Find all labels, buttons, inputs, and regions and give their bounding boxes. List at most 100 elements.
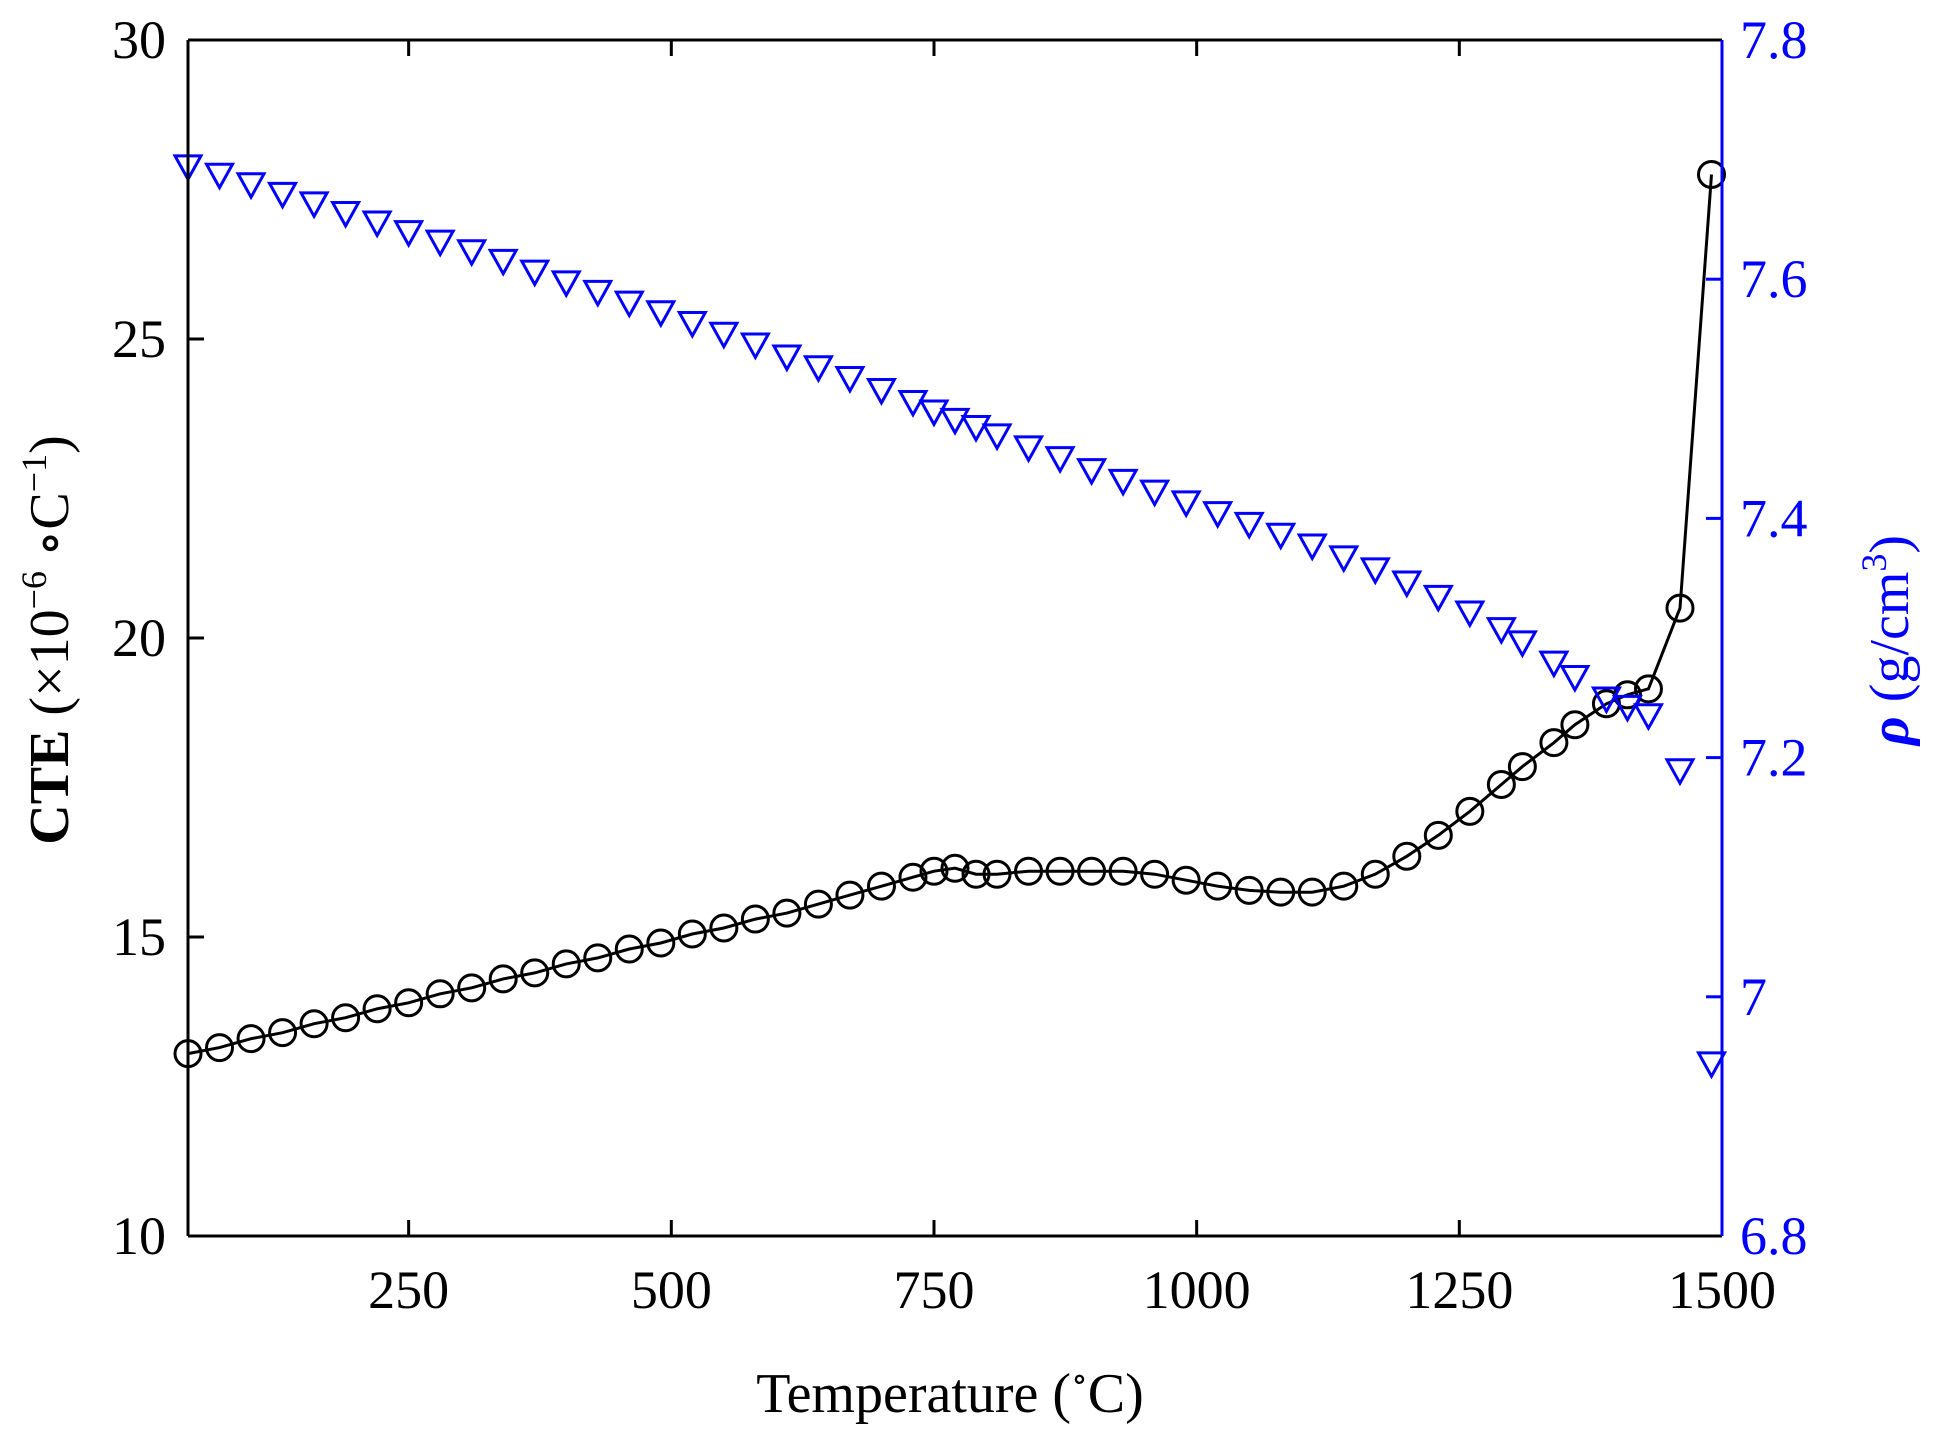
cte-point (268, 1018, 298, 1048)
cte-point (1297, 877, 1327, 907)
cte-point (1665, 593, 1695, 623)
rho-point (1422, 584, 1454, 613)
tick-labels: 250 500 750 1000 1250 1500 10 15 20 25 30 6.8 7 7.2 7.… (112, 10, 1808, 1320)
degree-symbol: ∘ (1071, 1361, 1088, 1398)
cte-series (173, 160, 1726, 1069)
right-y-tick-label: 7.8 (1740, 10, 1808, 70)
cte-point (520, 958, 550, 988)
rho-point (330, 200, 362, 229)
cte-exponent-1: −6 (14, 571, 54, 609)
cte-point (803, 889, 833, 919)
rho-point (267, 181, 299, 210)
cte-unit-open: (×10 (19, 609, 81, 729)
cte-point (1423, 820, 1453, 850)
rho-point (918, 399, 950, 428)
rho-point (981, 423, 1013, 452)
cte-point (1108, 856, 1138, 886)
cte-exponent-2: −1 (14, 454, 54, 492)
rho-point (1202, 501, 1234, 530)
cte-point (614, 934, 644, 964)
rho-unit-open: (g/cm (1859, 572, 1921, 717)
cte-point (646, 928, 676, 958)
x-tick-label: 750 (893, 1260, 974, 1320)
rho-point (393, 220, 425, 249)
x-tick-label: 500 (631, 1260, 712, 1320)
left-y-tick-label: 15 (112, 907, 166, 967)
cte-point (1329, 871, 1359, 901)
cte-point (1171, 865, 1201, 895)
rho-point (939, 407, 971, 436)
cte-point (1633, 674, 1663, 704)
cte-unit-close: ) (19, 435, 81, 454)
rho-point (802, 355, 834, 384)
cte-point (457, 973, 487, 1003)
x-axis-label: Temperature (∘C) (756, 1361, 1143, 1425)
rho-point (1664, 758, 1696, 787)
left-y-tick-label: 30 (112, 10, 166, 70)
rho-point (613, 290, 645, 319)
rho-exponent: 3 (1854, 554, 1894, 572)
rho-point (235, 172, 267, 201)
right-y-tick-label: 6.8 (1740, 1206, 1808, 1266)
cte-point (362, 994, 392, 1024)
cte-point (1140, 859, 1170, 889)
x-tick-label: 1250 (1405, 1260, 1513, 1320)
cte-point (1507, 752, 1537, 782)
x-axis-unit-close: C) (1088, 1363, 1144, 1425)
rho-unit-close: ) (1859, 535, 1921, 554)
cte-point (835, 880, 865, 910)
rho-point (203, 162, 236, 191)
left-y-tick-label: 20 (112, 608, 166, 668)
cte-point (961, 859, 991, 889)
rho-point (897, 389, 929, 418)
cte-point (425, 979, 455, 1009)
cte-point (205, 1033, 235, 1063)
cte-point (940, 853, 970, 883)
rho-point (1632, 703, 1665, 732)
rho-point (1559, 665, 1591, 694)
rho-point (361, 210, 393, 239)
cte-point (772, 898, 802, 928)
rho-point (1359, 557, 1391, 586)
rho-point (1076, 458, 1108, 487)
cte-point (1014, 856, 1044, 886)
cte-point (1234, 875, 1264, 905)
rho-point (834, 366, 866, 395)
rho-point (424, 229, 456, 258)
right-y-tick-label: 7.4 (1740, 488, 1808, 548)
cte-point (488, 964, 518, 994)
cte-point (982, 859, 1012, 889)
rho-point (1044, 446, 1076, 475)
rho-point (1328, 545, 1360, 574)
cte-point (709, 913, 739, 943)
rho-point (1391, 570, 1423, 599)
rho-point (1590, 686, 1622, 715)
cte-unit-mid: ∘C (19, 492, 81, 571)
cte-point (898, 862, 928, 892)
cte-point (299, 1009, 329, 1039)
cte-point (1539, 728, 1569, 758)
rho-point (1611, 694, 1643, 723)
rho-point (1170, 490, 1202, 519)
cte-point (1486, 770, 1516, 800)
x-axis-title: Temperature (756, 1363, 1038, 1425)
cte-point (919, 856, 949, 886)
right-y-tick-label: 7 (1740, 967, 1767, 1027)
rho-point (1265, 522, 1297, 551)
cte-point (1203, 871, 1233, 901)
x-axis-unit-open: ( (1052, 1363, 1071, 1425)
left-y-tick-label: 10 (112, 1206, 166, 1266)
cte-label: CTE (19, 730, 81, 845)
cte-point (866, 871, 896, 901)
rho-point (960, 415, 992, 444)
cte-point (1360, 859, 1390, 889)
cte-point (1392, 841, 1422, 871)
rho-point (487, 248, 519, 277)
cte-line (187, 174, 1713, 1056)
rho-point (1107, 468, 1139, 497)
rho-point (456, 239, 488, 268)
rho-point (708, 321, 740, 350)
rho-point (1538, 650, 1570, 679)
